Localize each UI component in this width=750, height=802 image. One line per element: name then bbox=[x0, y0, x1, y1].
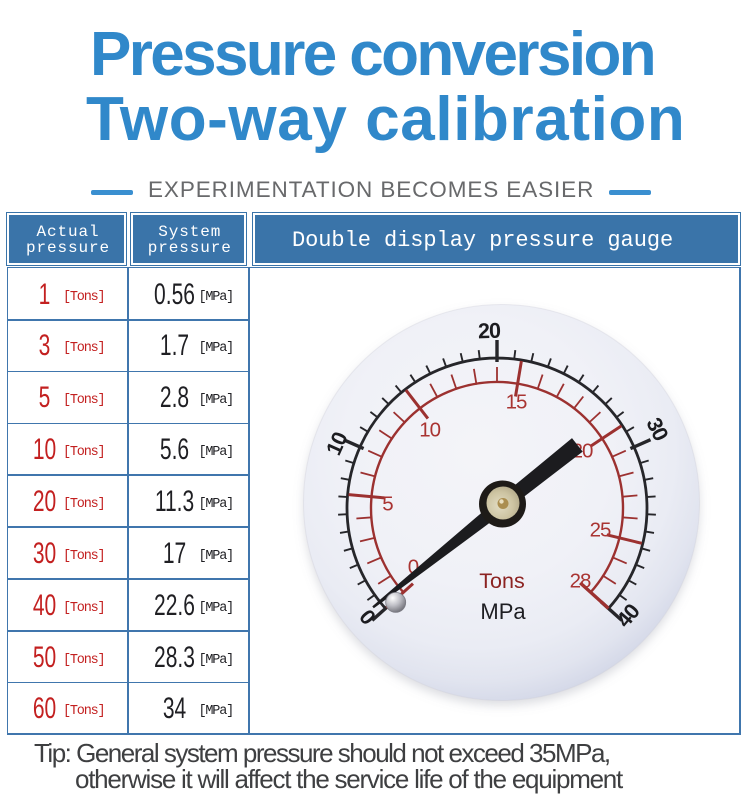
svg-text:25: 25 bbox=[590, 519, 611, 542]
svg-text:Tons: Tons bbox=[479, 569, 524, 593]
svg-text:20: 20 bbox=[478, 319, 502, 344]
svg-text:15: 15 bbox=[506, 391, 527, 414]
svg-text:MPa: MPa bbox=[480, 599, 526, 624]
svg-text:10: 10 bbox=[419, 419, 440, 442]
svg-text:28: 28 bbox=[570, 570, 591, 593]
svg-text:5: 5 bbox=[382, 493, 393, 516]
